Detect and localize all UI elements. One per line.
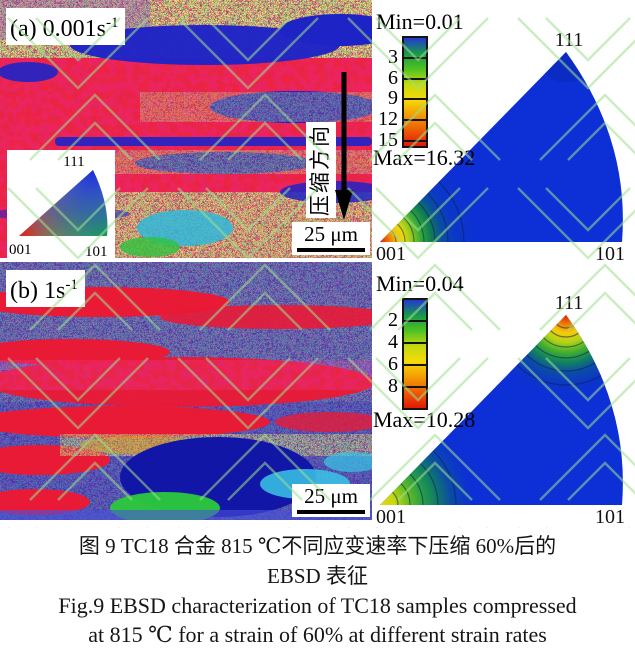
caption-zh-line2: EBSD 表征	[267, 564, 368, 588]
pf-b-tick-6: 6	[388, 353, 398, 375]
pf-b-min-label: Min=0.04	[376, 271, 464, 296]
pf-a-color-scale	[402, 36, 428, 148]
ipf-color-key-triangle: 111 001 101	[9, 154, 108, 258]
pf-a-tick-6: 6	[388, 67, 398, 89]
tick-line	[404, 342, 426, 344]
scale-bar-a: 25 μm	[292, 222, 370, 255]
tick-line	[404, 320, 426, 322]
pf-b-tick-8: 8	[388, 375, 398, 397]
tick-line	[404, 140, 426, 142]
tick-line	[404, 119, 426, 121]
tick-line	[404, 386, 426, 388]
caption-zh-line1: 图 9 TC18 合金 815 ℃不同应变速率下压缩 60%后的	[78, 534, 557, 558]
pf-a-corner-111: 111	[555, 29, 584, 51]
pole-figure-block-a: 001 101 111 Min=0.01 3 6 9 12 15 Max=16.…	[372, 0, 635, 263]
scale-bar-a-line	[297, 248, 365, 252]
caption-en-line1: Fig.9 EBSD characterization of TC18 samp…	[58, 593, 577, 618]
pf-a-corner-101: 101	[595, 243, 625, 262]
ebsd-map-panel-b: (b) 1s-1 25 μm	[0, 262, 372, 520]
scale-bar-a-text: 25 μm	[304, 222, 358, 246]
pf-b-corner-001: 001	[376, 506, 406, 524]
pf-b-max-label: Max=10.28	[373, 407, 476, 432]
ipf-key-corner-001: 001	[9, 242, 32, 258]
panel-a-label: (a) 0.001s-1	[6, 8, 126, 45]
tick-line	[404, 78, 426, 80]
pf-a-tick-3: 3	[388, 46, 398, 68]
panel-a-label-exponent: -1	[105, 15, 119, 31]
pf-a-corner-001: 001	[376, 243, 406, 262]
panel-b-label: (b) 1s-1	[6, 270, 85, 307]
pf-a-min-label: Min=0.01	[376, 9, 464, 34]
scale-bar-b: 25 μm	[292, 484, 370, 517]
pole-figure-block-b: 001 101 111 Min=0.04 2 4 6 8 Max=10.28	[372, 262, 635, 525]
pf-b-tick-4: 4	[388, 331, 398, 353]
panel-b-label-exponent: -1	[65, 277, 78, 293]
pf-b-corner-101: 101	[595, 506, 625, 524]
tick-line	[404, 57, 426, 59]
figure-caption: 图 9 TC18 合金 815 ℃不同应变速率下压缩 60%后的 EBSD 表征…	[0, 531, 635, 649]
scale-bar-b-text: 25 μm	[304, 484, 358, 508]
ipf-key-corner-101: 101	[85, 244, 108, 258]
tick-line	[404, 98, 426, 100]
caption-en-line2: at 815 ℃ for a strain of 60% at differen…	[88, 622, 547, 647]
ebsd-map-panel-a: (a) 0.001s-1	[0, 0, 372, 258]
ipf-color-key: 111 001 101	[7, 150, 115, 258]
pf-a-max-label: Max=16.32	[373, 145, 476, 170]
compression-direction-label: 压缩方向	[306, 122, 336, 218]
pf-b-corner-111: 111	[555, 292, 584, 314]
pf-b-tick-2: 2	[388, 309, 398, 331]
compression-arrow-icon	[335, 72, 353, 220]
pf-b-color-scale	[402, 298, 428, 410]
tick-line	[404, 364, 426, 366]
pf-a-tick-9: 9	[388, 87, 398, 109]
scale-bar-b-line	[297, 510, 365, 514]
ipf-key-corner-111: 111	[63, 154, 84, 170]
figure-9: (a) 0.001s-1	[0, 0, 635, 528]
pf-a-tick-12: 12	[378, 108, 398, 130]
